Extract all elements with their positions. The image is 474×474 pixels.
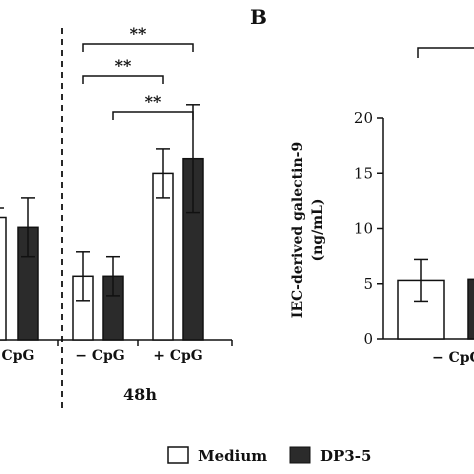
left-panel: CpG − CpG + CpG 48h ** ** ** (0, 24, 233, 410)
right-y-tick-label-4: 20 (354, 109, 373, 127)
left-timepoint-label: 48h (123, 385, 157, 404)
legend-dp35-label: DP3-5 (320, 447, 371, 465)
right-y-tick-label-2: 10 (354, 220, 373, 238)
legend-medium-swatch (167, 446, 189, 464)
significance-label-1: ** (115, 56, 132, 75)
left-x-tick-label-0: CpG (2, 348, 35, 364)
significance-label-2: ** (145, 92, 162, 111)
right-y-tick-label-0: 0 (363, 330, 373, 348)
right-y-axis-label-units: (ng/mL) (310, 199, 326, 262)
right-significance-bracket (417, 47, 474, 58)
significance-label-0: ** (130, 24, 147, 43)
legend-medium-label: Medium (198, 447, 267, 465)
significance-bracket-2 (112, 111, 194, 120)
left-x-tick-label-1: − CpG (75, 348, 125, 364)
right-y-axis-label: IEC-derived galectin-9 (290, 142, 306, 318)
legend-dp35-swatch (289, 446, 311, 464)
right-y-tick-label-3: 15 (354, 164, 373, 182)
right-x-tick-label: − CpG (432, 350, 474, 366)
bar-medium-cropped (0, 216, 7, 341)
right-panel: 0 5 10 15 20 IEC-derived galectin-9 (ng/mL) − C… (290, 47, 474, 366)
significance-bracket-0 (82, 43, 194, 52)
right-bar-dp35 (467, 278, 474, 340)
right-y-tick-label-1: 5 (363, 275, 373, 293)
legend: Medium DP3-5 (167, 446, 371, 465)
left-x-tick-label-2: + CpG (153, 348, 203, 364)
significance-bracket-1 (82, 75, 164, 84)
panel-label: B (250, 5, 267, 29)
